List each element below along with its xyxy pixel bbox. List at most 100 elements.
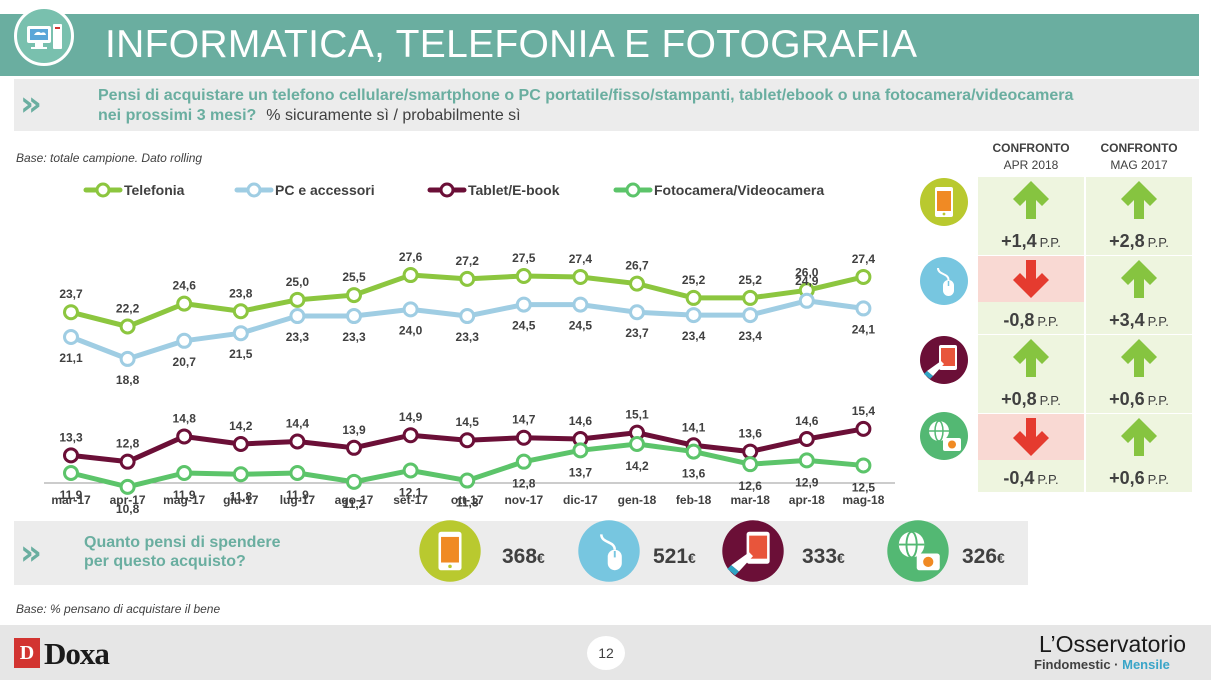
data-point <box>515 268 532 285</box>
category-icon-mouse-icon <box>919 256 969 306</box>
legend-marker <box>439 182 455 198</box>
data-point <box>459 432 476 449</box>
x-tick-label: set-17 <box>393 493 428 507</box>
data-label: 13,6 <box>682 467 706 481</box>
comparison-header-apr-sub: APR 2018 <box>1003 158 1059 172</box>
comparison-value: +0,6 P.P. <box>1086 468 1192 489</box>
computer-icon <box>14 6 74 66</box>
comparison-unit: P.P. <box>1037 472 1059 487</box>
data-point <box>232 466 249 483</box>
spend-question: Quanto pensi di spendere per questo acqu… <box>84 533 280 571</box>
data-label: 27,5 <box>512 251 536 265</box>
arrow-up-icon <box>1121 181 1157 219</box>
spend-icon-mouse-icon <box>577 519 641 583</box>
data-label: 24,1 <box>852 322 876 336</box>
arrow-up-icon <box>1013 339 1049 377</box>
data-point <box>572 268 589 285</box>
comparison-unit: P.P. <box>1147 314 1169 329</box>
data-label: 14,6 <box>795 414 819 428</box>
data-point <box>855 268 872 285</box>
legend-label: Tablet/E-book <box>468 182 560 198</box>
page-number: 12 <box>587 636 625 670</box>
data-point <box>572 296 589 313</box>
data-label: 14,8 <box>173 411 197 425</box>
data-point <box>119 318 136 335</box>
title-bar: INFORMATICA, TELEFONIA E FOTOGRAFIA <box>0 14 1199 76</box>
x-tick-label: ott-17 <box>451 493 484 507</box>
data-point <box>855 420 872 437</box>
comparison-arrow <box>1119 258 1159 305</box>
phone-screen <box>441 536 459 563</box>
data-point <box>289 291 306 308</box>
comparison-arrow <box>1119 179 1159 226</box>
data-label: 11,9 <box>60 488 83 502</box>
icon-bg <box>578 520 640 582</box>
smartphone-icon <box>920 178 968 226</box>
data-label: 14,9 <box>399 410 423 424</box>
category-icon-smartphone-icon <box>919 177 969 227</box>
data-label: 23,3 <box>456 330 480 344</box>
data-label: 11,9 <box>286 488 309 502</box>
data-label: 12,6 <box>739 479 763 493</box>
arrow-up-icon <box>1121 260 1157 298</box>
comparison-arrow <box>1119 337 1159 384</box>
data-point <box>742 443 759 460</box>
camera-globe-icon <box>920 412 968 460</box>
data-point <box>232 325 249 342</box>
data-label: 25,2 <box>682 273 706 287</box>
data-point <box>119 478 136 495</box>
data-label: 15,1 <box>625 408 649 422</box>
arrow-shape <box>1121 260 1157 298</box>
comparison-cell-mag: +0,6 P.P. <box>1086 335 1192 413</box>
page-title: INFORMATICA, TELEFONIA E FOTOGRAFIA <box>105 23 918 66</box>
data-label: 26,0 <box>795 265 819 279</box>
comparison-cell-apr: +1,4 P.P. <box>978 177 1084 255</box>
data-label: 20,7 <box>173 355 197 369</box>
data-point <box>346 439 362 456</box>
doxa-logo: D <box>14 638 40 668</box>
data-label: 24,0 <box>399 323 423 337</box>
data-label: 14,1 <box>682 420 706 434</box>
base-note-bottom: Base: % pensano di acquistare il bene <box>16 602 221 616</box>
data-label: 13,9 <box>342 423 366 437</box>
data-point <box>119 453 136 470</box>
x-tick-label: apr-18 <box>789 493 825 507</box>
data-point <box>63 304 79 321</box>
data-point <box>629 275 645 292</box>
data-label: 23,7 <box>59 287 83 301</box>
data-point <box>289 465 306 481</box>
data-label: 25,0 <box>286 275 310 289</box>
legend-marker <box>95 182 111 198</box>
x-tick-label: mar-17 <box>51 493 91 507</box>
legend-item-fotocamera-videocamera: Fotocamera/Videocamera <box>613 182 824 198</box>
comparison-number: +3,4 <box>1109 310 1145 330</box>
observatory-brand: Findomestic · <box>1034 657 1123 672</box>
spend-amount-number: 326 <box>962 545 998 568</box>
series-pc-e-accessori: 21,1 18,8 20,7 21,5 23,3 23,3 24,0 23,3 24,5 24,5… <box>59 274 875 387</box>
data-point <box>402 301 419 318</box>
observatory-title: L’Osservatorio <box>1039 631 1187 657</box>
comparison-number: +2,8 <box>1109 231 1145 251</box>
mouse-cable <box>600 534 617 550</box>
data-label: 26,7 <box>625 259 649 273</box>
spend-amount-number: 368 <box>502 545 538 568</box>
spend-question-line1: Quanto pensi di spendere <box>84 534 281 551</box>
data-point <box>176 332 193 349</box>
mouse-icon <box>920 257 968 305</box>
observatory-subtitle: Findomestic · Mensile <box>1034 657 1170 672</box>
category-icon-camera-globe-icon <box>919 411 969 461</box>
data-point <box>798 430 815 447</box>
comparison-number: +1,4 <box>1001 231 1037 251</box>
tablet-icon <box>920 336 968 384</box>
question-band: » Pensi di acquistare un telefono cellul… <box>14 79 1199 131</box>
spend-amount-number: 521 <box>653 545 689 568</box>
data-point <box>176 295 193 312</box>
data-point <box>515 429 532 446</box>
legend-item-telefonia: Telefonia <box>83 182 185 198</box>
data-label: 14,6 <box>569 414 593 428</box>
data-point <box>63 465 79 481</box>
series-telefonia: 23,7 22,2 24,6 23,8 25,0 25,5 27,6 27,2 27,5 27,4… <box>59 250 875 335</box>
data-label: 23,8 <box>229 286 253 300</box>
data-point <box>402 427 419 444</box>
arrow-shape <box>1121 181 1157 219</box>
